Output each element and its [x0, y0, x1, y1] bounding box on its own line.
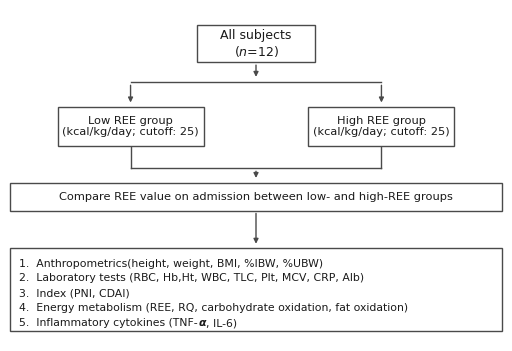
Text: 1.  Anthropometrics(height, weight, BMI, %IBW, %UBW): 1. Anthropometrics(height, weight, BMI, … — [19, 259, 324, 269]
Text: High REE group
(kcal/kg/day; cutoff: 25): High REE group (kcal/kg/day; cutoff: 25) — [313, 115, 450, 137]
Text: 5.  Inflammatory cytokines (TNF-: 5. Inflammatory cytokines (TNF- — [19, 318, 198, 328]
Bar — [10, 183, 502, 211]
Bar — [58, 107, 203, 146]
Bar — [10, 249, 502, 331]
Text: ($n$=12): ($n$=12) — [233, 44, 279, 59]
Text: Low REE group
(kcal/kg/day; cutoff: 25): Low REE group (kcal/kg/day; cutoff: 25) — [62, 115, 199, 137]
Text: Compare REE value on admission between low- and high-REE groups: Compare REE value on admission between l… — [59, 192, 453, 201]
Text: α: α — [198, 318, 206, 328]
Text: 4.  Energy metabolism (REE, RQ, carbohydrate oxidation, fat oxidation): 4. Energy metabolism (REE, RQ, carbohydr… — [19, 303, 409, 313]
Text: All subjects: All subjects — [220, 29, 292, 42]
Text: 3.  Index (PNI, CDAI): 3. Index (PNI, CDAI) — [19, 289, 130, 298]
Text: 2.  Laboratory tests (RBC, Hb,Ht, WBC, TLC, Plt, MCV, CRP, Alb): 2. Laboratory tests (RBC, Hb,Ht, WBC, TL… — [19, 273, 365, 284]
Bar — [197, 25, 315, 62]
Text: , IL-6): , IL-6) — [206, 318, 237, 328]
Bar — [308, 107, 455, 146]
